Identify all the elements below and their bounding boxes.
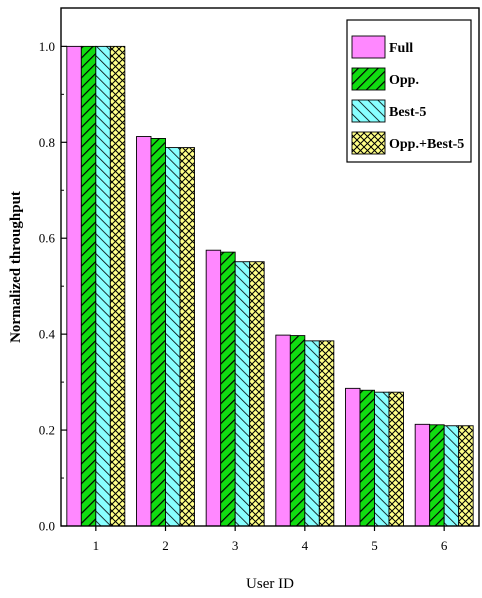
legend-swatch-best-5 — [351, 99, 386, 123]
legend-swatch-opp-best-5 — [351, 131, 386, 155]
bar-opp-user-1 — [80, 45, 97, 527]
bar-opp-user-3 — [220, 251, 236, 527]
legend-label: Opp.+Best-5 — [389, 137, 464, 152]
legend-swatch-full — [351, 35, 386, 59]
x-tick-label: 4 — [302, 538, 309, 553]
bar-opp-best-5-user-1 — [109, 45, 126, 527]
x-tick-label: 5 — [371, 538, 378, 553]
bar-full-user-5 — [345, 387, 361, 527]
legend-label: Best-5 — [389, 105, 426, 120]
x-tick-label: 3 — [232, 538, 239, 553]
bar-opp-best-5-user-3 — [249, 261, 265, 527]
bar-opp-user-2 — [150, 138, 166, 527]
bar-opp-user-5 — [359, 389, 375, 527]
x-tick-label: 2 — [162, 538, 169, 553]
y-tick-label: 0.6 — [39, 231, 56, 246]
bar-opp-best-5-user-4 — [318, 340, 335, 527]
x-tick-label: 6 — [441, 538, 448, 553]
bar-best-5-user-5 — [374, 391, 390, 527]
x-axis-title: User ID — [246, 576, 294, 592]
bar-opp-user-4 — [289, 335, 306, 527]
bar-best-5-user-2 — [165, 147, 181, 527]
bars-group — [66, 45, 474, 527]
x-tick-label: 1 — [93, 538, 100, 553]
y-tick-label: 0.2 — [39, 423, 55, 438]
bar-best-5-user-4 — [304, 340, 320, 527]
bar-best-5-user-6 — [443, 425, 460, 527]
legend: Full Opp. Best-5 Opp.+Best-5 — [346, 19, 472, 163]
bar-opp-user-6 — [429, 424, 445, 527]
plot-area-frame — [60, 7, 480, 527]
bar-best-5-user-3 — [234, 261, 251, 527]
bar-opp-best-5-user-6 — [458, 425, 474, 527]
bar-full-user-2 — [136, 136, 152, 527]
bar-full-user-1 — [66, 45, 82, 527]
y-tick-label: 0.0 — [39, 519, 55, 534]
y-axis-title: Normalized throughput — [8, 191, 24, 343]
bar-full-user-3 — [205, 249, 222, 527]
legend-label: Full — [389, 41, 413, 56]
legend-swatch-opp — [351, 67, 386, 91]
x-axis: 1 2 3 4 5 6 — [93, 526, 448, 553]
bar-full-user-4 — [275, 334, 291, 527]
bar-best-5-user-1 — [95, 45, 111, 527]
y-tick-label: 0.8 — [39, 135, 55, 150]
bar-full-user-6 — [414, 423, 431, 527]
legend-label: Opp. — [389, 73, 419, 88]
bar-opp-best-5-user-2 — [179, 147, 195, 527]
y-tick-label: 1.0 — [39, 39, 55, 54]
bar-opp-best-5-user-5 — [388, 391, 404, 527]
y-tick-label: 0.4 — [39, 327, 56, 342]
y-axis: 0.0 0.2 0.4 0.6 0.8 1.0 — [39, 39, 67, 534]
